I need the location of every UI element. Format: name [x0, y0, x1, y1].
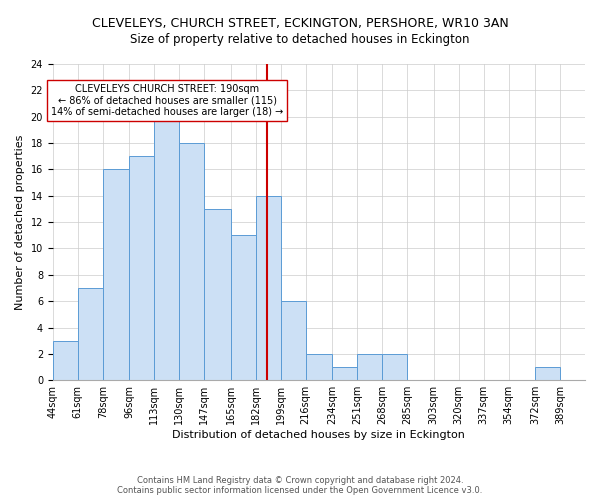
Text: CLEVELEYS CHURCH STREET: 190sqm
← 86% of detached houses are smaller (115)
14% o: CLEVELEYS CHURCH STREET: 190sqm ← 86% of…	[52, 84, 284, 117]
Y-axis label: Number of detached properties: Number of detached properties	[15, 134, 25, 310]
Bar	[53, 340, 78, 380]
Bar	[78, 288, 103, 380]
Bar	[204, 209, 230, 380]
Bar	[332, 367, 357, 380]
Text: Size of property relative to detached houses in Eckington: Size of property relative to detached ho…	[130, 32, 470, 46]
Bar	[103, 170, 129, 380]
Bar	[382, 354, 407, 380]
Text: CLEVELEYS, CHURCH STREET, ECKINGTON, PERSHORE, WR10 3AN: CLEVELEYS, CHURCH STREET, ECKINGTON, PER…	[92, 18, 508, 30]
Bar	[154, 116, 179, 380]
Bar	[129, 156, 154, 380]
Bar	[230, 236, 256, 380]
Bar	[305, 354, 332, 380]
Bar	[256, 196, 281, 380]
Text: Contains HM Land Registry data © Crown copyright and database right 2024.: Contains HM Land Registry data © Crown c…	[137, 476, 463, 485]
Text: Contains public sector information licensed under the Open Government Licence v3: Contains public sector information licen…	[118, 486, 482, 495]
X-axis label: Distribution of detached houses by size in Eckington: Distribution of detached houses by size …	[172, 430, 466, 440]
Bar	[179, 143, 204, 380]
Bar	[281, 301, 305, 380]
Bar	[535, 367, 560, 380]
Bar	[357, 354, 382, 380]
